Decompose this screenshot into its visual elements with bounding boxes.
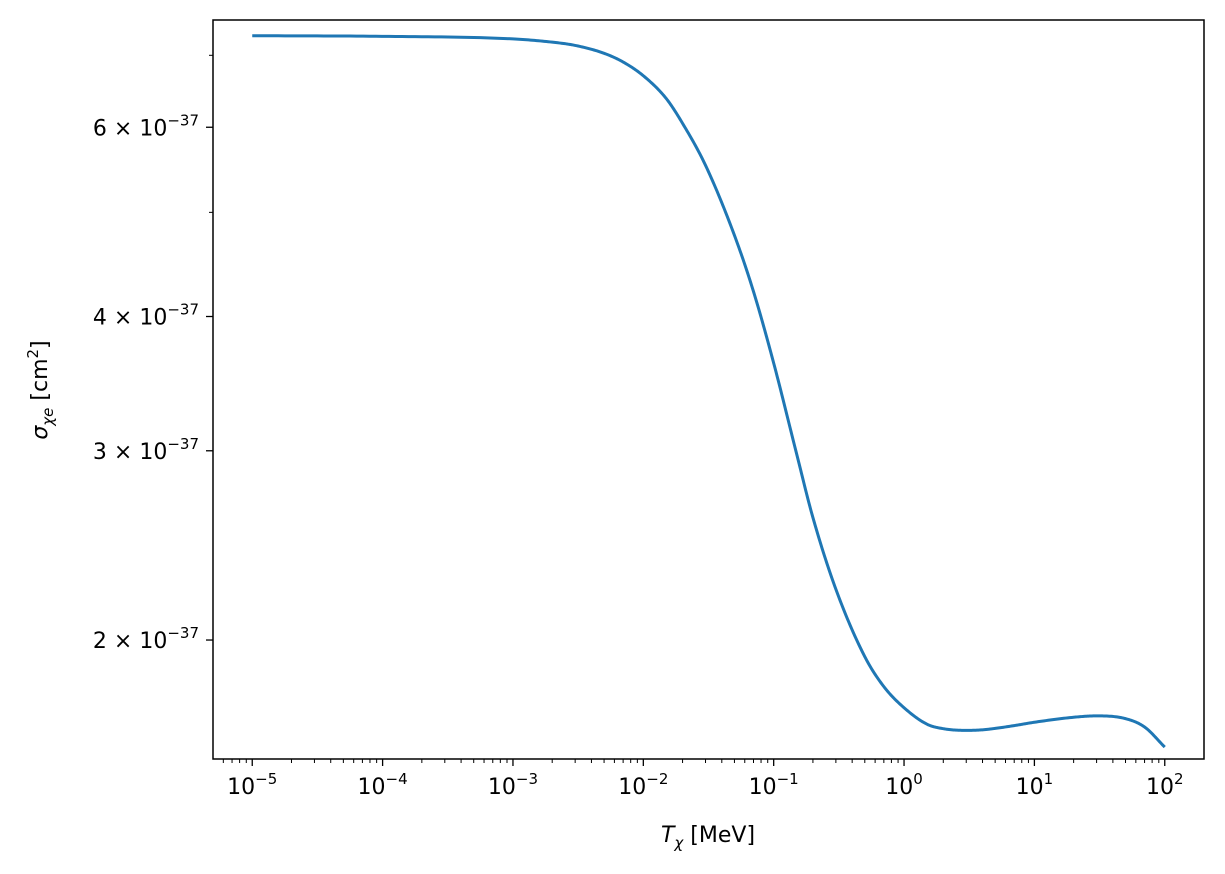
y-axis-label-unit-superscript: 2 <box>24 349 42 359</box>
x-tick-label-base: 10 <box>488 775 516 800</box>
x-tick-label-base: 10 <box>618 775 646 800</box>
y-tick-label-exponent: −37 <box>167 435 199 453</box>
x-tick-label-exponent: 2 <box>1174 770 1184 788</box>
x-tick-label-base: 10 <box>1016 775 1044 800</box>
x-tick-label-base: 10 <box>358 775 386 800</box>
y-tick-label-mantissa: 2 × 10 <box>93 629 167 654</box>
y-tick-label-exponent: −37 <box>167 111 199 129</box>
x-tick-label-base: 10 <box>885 775 913 800</box>
x-tick-label: 10−1 <box>749 770 799 800</box>
x-tick-label-base: 10 <box>749 775 777 800</box>
x-tick-label-exponent: −2 <box>646 770 668 788</box>
y-tick-label-exponent: −37 <box>167 624 199 642</box>
x-tick-label-exponent: 1 <box>1044 770 1054 788</box>
plot-area <box>212 19 1205 760</box>
y-axis-label-subscript: χe <box>39 408 57 427</box>
y-axis: 2 × 10−373 × 10−374 × 10−376 × 10−37 <box>93 54 213 654</box>
y-axis-label-unit-open: [cm <box>28 358 53 407</box>
y-axis-label: σχe [cm2] <box>24 340 57 439</box>
x-tick-label: 100 <box>885 770 923 800</box>
x-tick-label: 102 <box>1146 770 1184 800</box>
x-tick-label-exponent: −4 <box>386 770 408 788</box>
x-tick-label-exponent: −5 <box>255 770 277 788</box>
axes-frame <box>212 19 1205 760</box>
y-tick-label: 3 × 10−37 <box>93 435 199 465</box>
x-axis-label-unit: [MeV] <box>683 823 755 848</box>
y-tick-label-mantissa: 4 × 10 <box>93 306 167 331</box>
y-tick-label: 4 × 10−37 <box>93 301 199 331</box>
y-axis-label-unit-close: ] <box>28 340 53 349</box>
x-tick-label: 10−4 <box>358 770 408 800</box>
y-tick-label: 6 × 10−37 <box>93 111 199 141</box>
series-layer <box>252 34 1166 749</box>
x-tick-label-exponent: −3 <box>516 770 538 788</box>
x-tick-label: 10−2 <box>618 770 668 800</box>
x-tick-label-exponent: −1 <box>777 770 799 788</box>
x-axis-label-subscript: χ <box>673 834 684 852</box>
series-line <box>252 34 1166 749</box>
x-tick-label: 10−5 <box>227 770 277 800</box>
x-axis-label: Tχ [MeV] <box>661 823 755 852</box>
x-tick-label: 101 <box>1016 770 1054 800</box>
x-tick-label: 10−3 <box>488 770 538 800</box>
y-tick-label: 2 × 10−37 <box>93 624 199 654</box>
x-tick-label-base: 10 <box>227 775 255 800</box>
y-axis-label-symbol: σ <box>28 425 53 440</box>
y-tick-label-exponent: −37 <box>167 301 199 319</box>
y-tick-label-mantissa: 6 × 10 <box>93 116 167 141</box>
y-tick-label-mantissa: 3 × 10 <box>93 440 167 465</box>
x-axis: 10−5 10−4 10−3 10−2 10−1 100 101 102 <box>222 759 1184 800</box>
x-axis-label-symbol: T <box>661 823 676 848</box>
x-tick-label-exponent: 0 <box>913 770 923 788</box>
x-tick-label-base: 10 <box>1146 775 1174 800</box>
